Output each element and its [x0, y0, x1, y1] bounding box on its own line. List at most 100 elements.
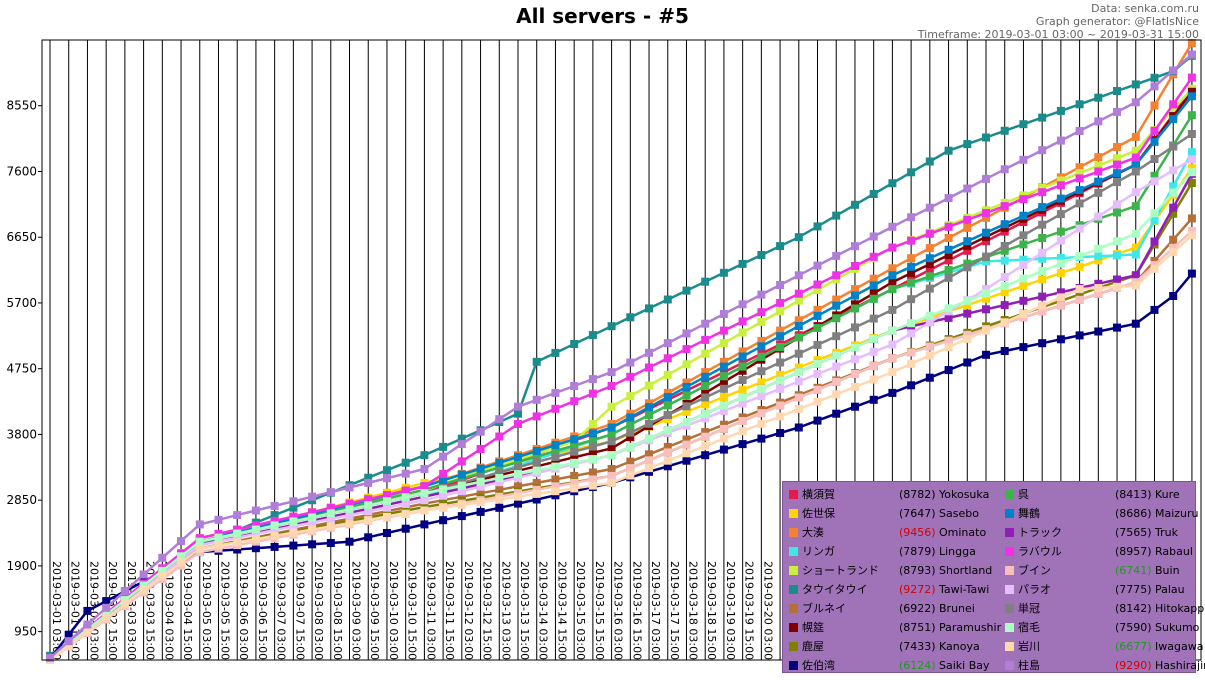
data-point — [869, 289, 878, 298]
data-point — [1000, 281, 1009, 290]
legend-swatch — [789, 642, 798, 651]
data-point — [1000, 202, 1009, 211]
data-point — [1094, 244, 1103, 253]
data-point — [1187, 148, 1196, 157]
legend-name-en: Truk — [1155, 526, 1178, 539]
legend-row: タウイタウイ (9272) Tawi-Tawi パラオ (7775) Palau — [789, 580, 1193, 599]
data-point — [832, 377, 841, 386]
data-point — [1094, 177, 1103, 186]
data-point — [1131, 167, 1140, 176]
data-point — [1019, 343, 1028, 352]
data-point — [982, 289, 990, 298]
data-point — [308, 525, 317, 534]
data-point — [1169, 100, 1178, 109]
data-point — [813, 222, 822, 231]
data-point — [982, 252, 990, 261]
data-point — [1150, 264, 1159, 273]
data-point — [738, 393, 747, 402]
data-point — [888, 285, 897, 294]
legend-swatch — [789, 547, 798, 556]
data-point — [551, 441, 560, 450]
legend-name-ja: 幌筵 — [802, 621, 824, 634]
data-point — [944, 245, 953, 254]
data-point — [514, 458, 522, 467]
data-point — [757, 434, 766, 443]
legend-name-en: Iwagawa — [1155, 640, 1204, 653]
data-point — [701, 382, 710, 390]
data-point — [757, 337, 766, 345]
data-point — [832, 409, 841, 418]
data-point — [682, 407, 691, 416]
legend-value: (8142) — [1115, 602, 1152, 615]
data-point — [907, 168, 916, 177]
data-point — [177, 552, 185, 561]
legend-name-ja: 佐世保 — [802, 507, 835, 520]
data-point — [1056, 176, 1065, 185]
data-point — [1187, 87, 1196, 96]
data-point — [383, 466, 391, 475]
data-point — [1038, 188, 1047, 197]
x-tick-label: 2019-03-04 03:00 — [162, 561, 175, 660]
data-point — [476, 445, 485, 453]
data-point — [851, 382, 859, 391]
data-point — [757, 352, 766, 361]
data-point — [251, 506, 260, 515]
x-tick-label: 2019-03-03 03:00 — [125, 561, 138, 660]
legend-value: (8782) — [899, 488, 936, 501]
data-point — [1019, 255, 1028, 264]
data-point — [944, 304, 953, 313]
data-point — [514, 482, 522, 491]
x-tick-label: 2019-03-10 15:00 — [406, 561, 419, 660]
data-point — [1038, 248, 1047, 257]
data-point — [776, 384, 785, 393]
data-point — [1113, 87, 1121, 95]
data-point — [701, 377, 710, 386]
data-point — [195, 520, 204, 529]
data-point — [457, 481, 466, 490]
y-axis: 950 1900 2850 3800 4750 5700 6650 7600 8550 — [6, 99, 42, 639]
legend: 横須賀 (8782) Yokosuka 呉 (8413) Kure 佐世保 (7647) Sas… — [782, 481, 1205, 673]
data-point — [907, 269, 916, 278]
data-point — [663, 415, 672, 424]
data-point — [289, 522, 298, 531]
data-point — [1075, 174, 1084, 183]
data-point — [177, 537, 185, 546]
data-point — [776, 412, 785, 421]
data-point — [982, 237, 990, 246]
data-point — [645, 411, 653, 419]
data-point — [982, 257, 990, 266]
data-point — [1150, 177, 1159, 186]
data-point — [1169, 105, 1178, 114]
data-point — [1056, 301, 1065, 310]
data-point — [1019, 274, 1028, 283]
data-point — [383, 529, 391, 537]
legend-row: 鹿屋 (7433) Kanoya 岩川 (6677) Iwagawa — [789, 637, 1203, 656]
data-point — [645, 304, 653, 313]
data-point — [476, 507, 485, 516]
data-point — [925, 284, 934, 293]
data-point — [963, 184, 972, 193]
data-point — [439, 452, 448, 461]
x-tick-label: 2019-03-11 03:00 — [424, 561, 437, 660]
legend-row: 幌筵 (8751) Paramushir 宿毛 (7590) Sukumo — [789, 618, 1199, 637]
data-point — [776, 401, 785, 410]
data-point — [944, 343, 953, 352]
data-point — [869, 190, 878, 198]
data-point — [120, 596, 129, 605]
data-point — [83, 606, 92, 615]
data-point — [757, 317, 766, 326]
legend-name-ja: 呉 — [1018, 488, 1029, 501]
data-point — [120, 587, 129, 596]
data-point — [1056, 227, 1065, 236]
legend-name-ja: 舞鶴 — [1018, 507, 1040, 520]
data-point — [401, 493, 410, 502]
x-tick-label: 2019-03-06 15:00 — [256, 561, 269, 660]
data-point — [776, 358, 785, 367]
legend-swatch — [1005, 585, 1014, 594]
data-point — [982, 133, 990, 142]
data-point — [1094, 212, 1103, 221]
data-point — [439, 476, 448, 485]
data-point — [1075, 199, 1084, 208]
data-point — [925, 254, 934, 263]
data-point — [476, 498, 485, 507]
